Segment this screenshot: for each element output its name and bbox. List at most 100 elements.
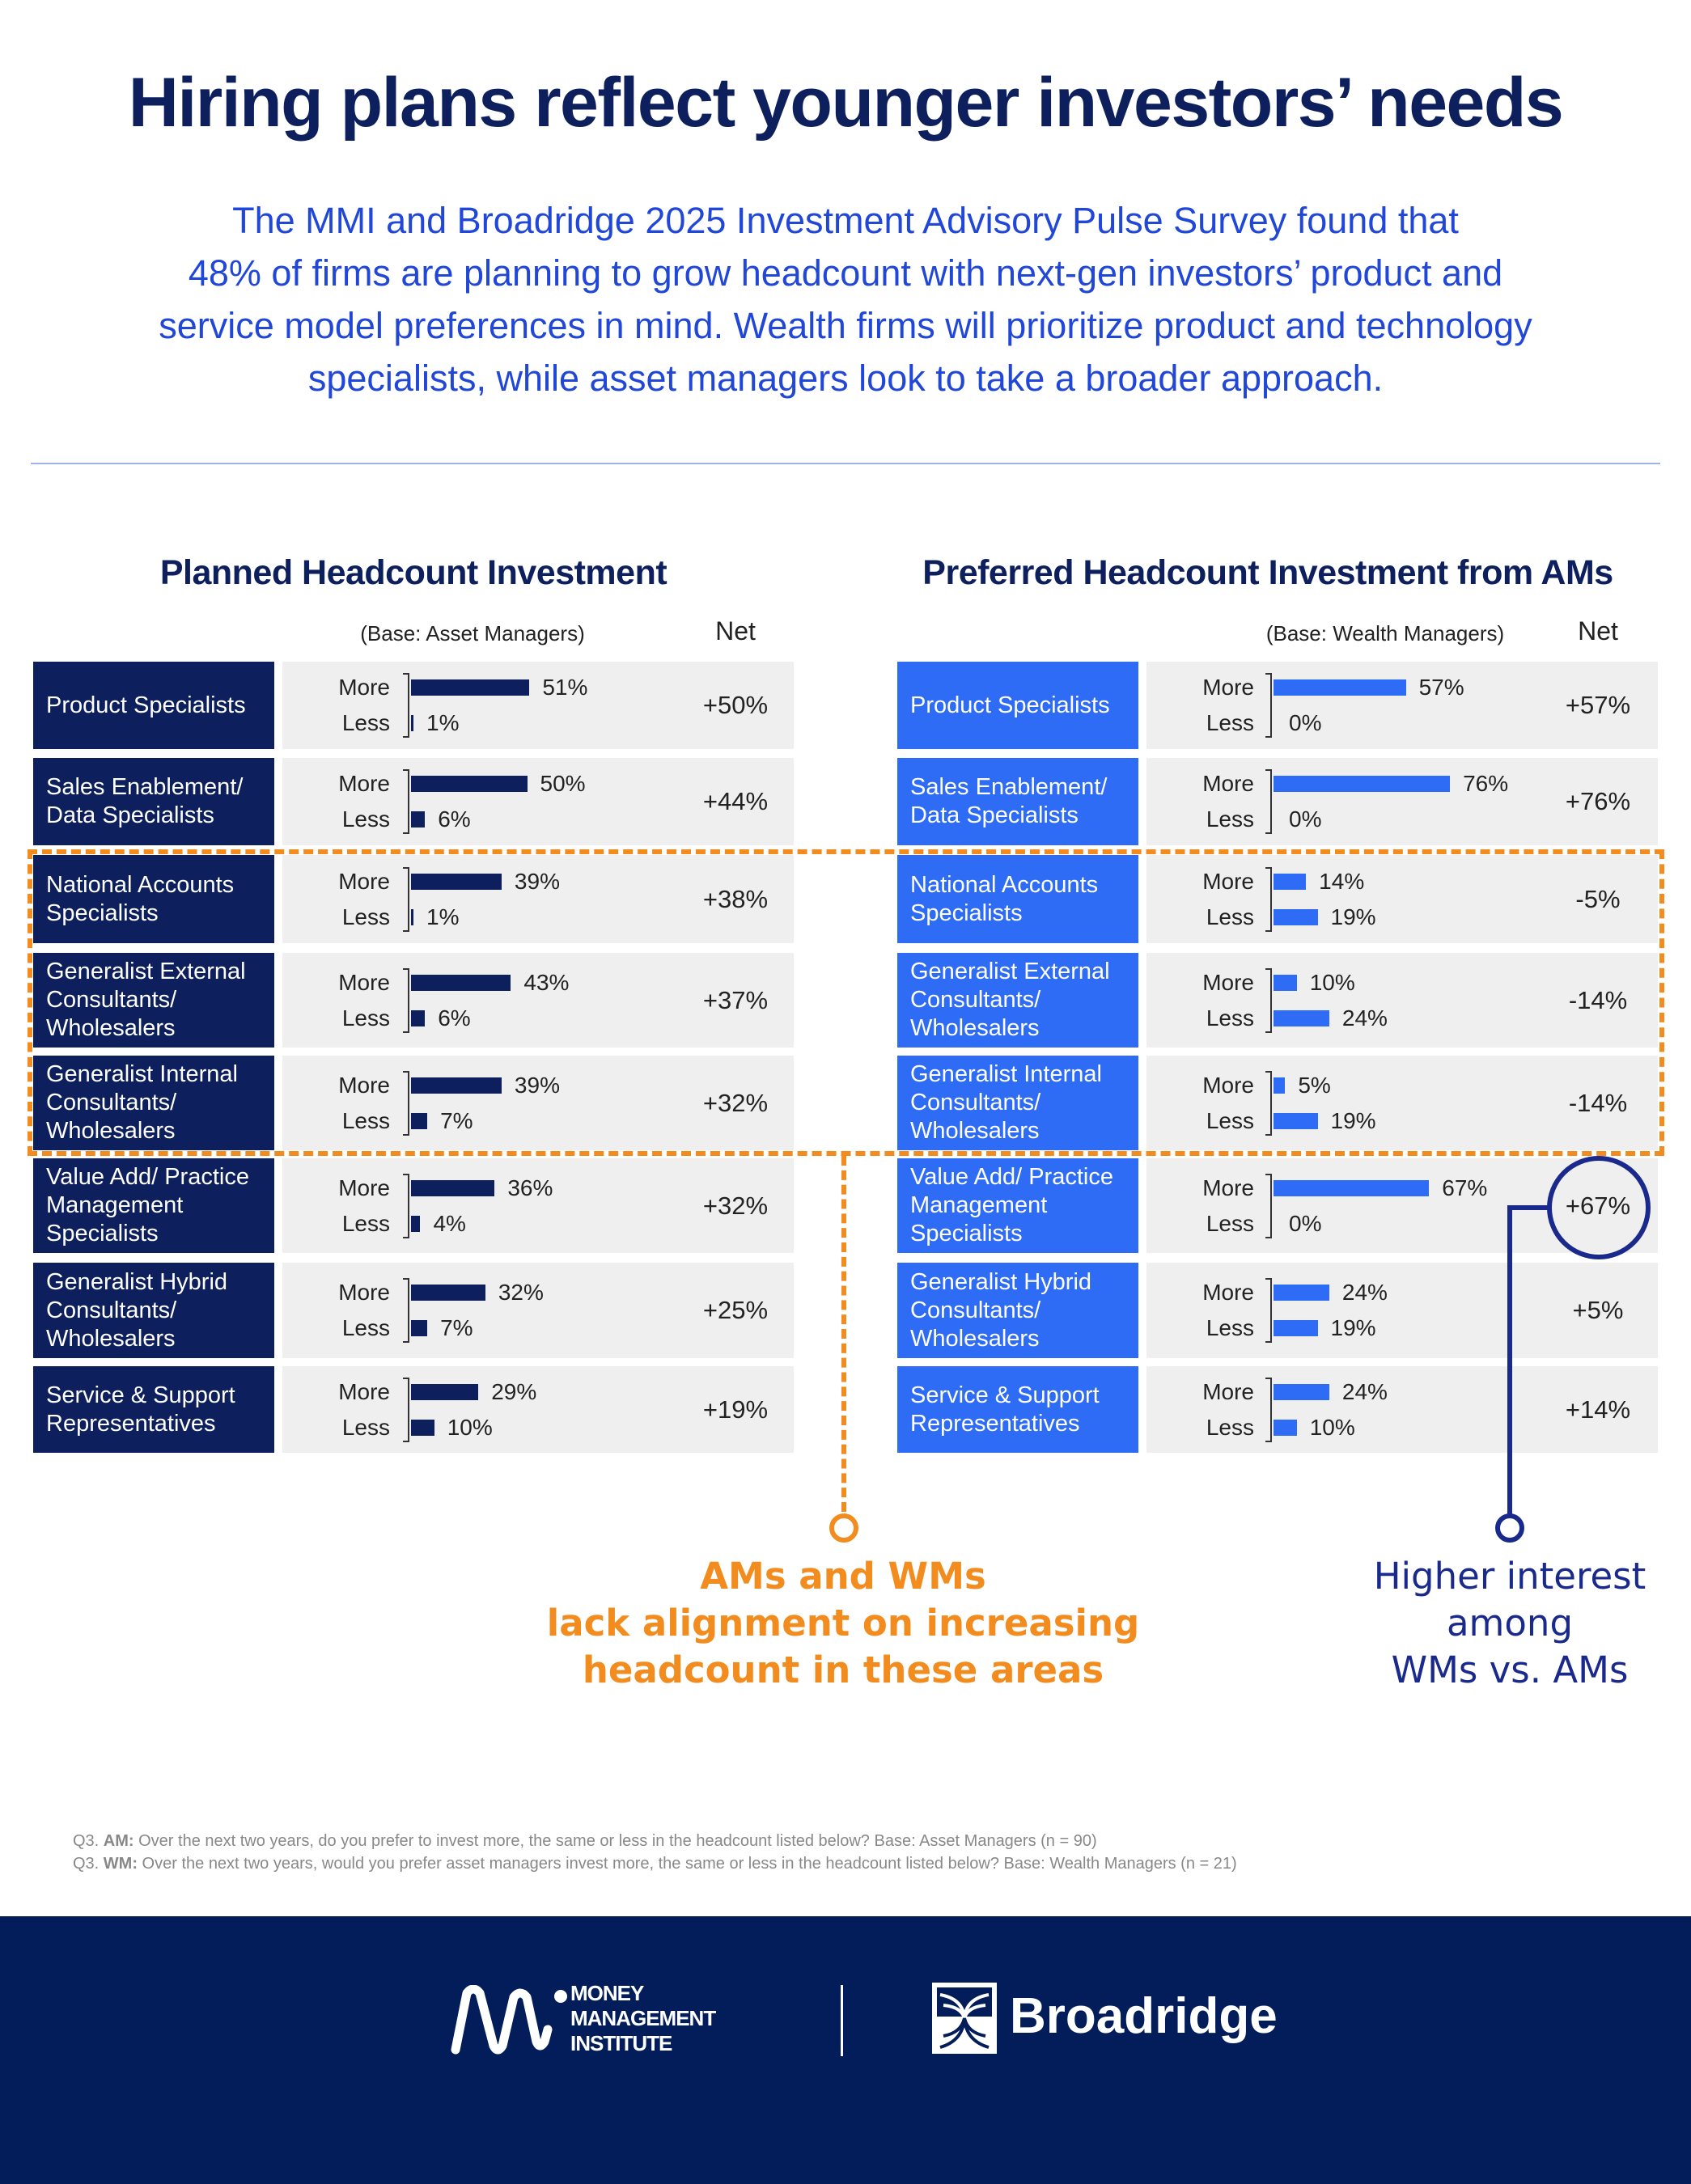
left-net-value: +37% [702,985,769,1014]
left-bracket [403,673,409,738]
left-value-more: 29% [491,1378,537,1404]
left-net-value: +32% [702,1088,769,1117]
left-bar-more [411,1383,479,1400]
right-bracket [1265,967,1272,1033]
left-more-label: More [338,675,390,700]
left-less-label: Less [341,904,390,929]
right-less-label: Less [1206,1414,1254,1440]
left-category-label: Generalist Hybrid Consultants/ Wholesale… [33,1263,274,1358]
left-more-label: More [338,1072,390,1098]
right-value-more: 57% [1418,675,1464,700]
footnote: Q3. AM: Over the next two years, do you … [73,1830,1237,1875]
right-bar-more [1274,974,1297,991]
right-more-label: More [1202,675,1254,700]
right-value-more: 76% [1463,771,1509,796]
left-value-less: 6% [438,1005,471,1031]
page-title: Hiring plans reflect younger investors’ … [128,64,1564,142]
right-category-label: Value Add/ Practice Management Specialis… [897,1158,1138,1253]
left-net-value: +19% [702,1395,769,1424]
left-bracket [403,1070,409,1136]
left-bar-less [411,811,426,827]
left-bar-more [411,1077,502,1094]
right-less-label: Less [1206,806,1254,832]
right-category-label: Service & Support Representatives [897,1366,1138,1453]
right-value-less: 19% [1330,1107,1376,1133]
right-bar-more [1274,873,1307,890]
broadridge-logo-text: Broadridge [1010,1988,1278,2044]
right-net-header: Net [1578,616,1618,645]
footnote-wm-tag: WM: [103,1855,138,1873]
right-category-label: Generalist External Consultants/ Wholesa… [897,953,1138,1048]
left-bracket [403,967,409,1033]
left-bar-less [411,1419,434,1436]
right-bar-more [1274,679,1406,696]
right-value-more: 24% [1341,1378,1388,1404]
left-value-less: 10% [447,1414,493,1440]
left-more-label: More [338,771,390,796]
right-value-less: 0% [1289,710,1322,735]
left-net-value: +38% [702,884,769,913]
left-bar-more [411,1179,495,1196]
mmi-logo-text: MONEY MANAGEMENT INSTITUTE [570,1981,716,2055]
left-less-label: Less [341,1005,390,1031]
right-net-value: -14% [1568,985,1628,1014]
right-value-more: 14% [1319,868,1365,894]
footnote-am-tag: AM: [103,1832,134,1850]
left-bracket [403,1173,409,1238]
left-value-more: 39% [514,1072,560,1098]
footnote-wm-text: Over the next two years, would you prefe… [138,1855,1237,1873]
left-less-label: Less [341,1414,390,1440]
right-bar-more [1274,1077,1286,1094]
left-bar-more [411,1285,485,1301]
left-bar-less [411,1215,421,1232]
right-bar-more [1274,1179,1430,1196]
left-more-label: More [338,1378,390,1404]
right-value-more: 5% [1298,1072,1331,1098]
right-more-label: More [1202,771,1254,796]
left-category-label: Generalist External Consultants/ Wholesa… [33,953,274,1048]
navy-callout: Higher interest among WMs vs. AMs [1373,1555,1646,1691]
left-bracket [403,1278,409,1343]
left-bar-more [411,974,511,991]
right-row-panel [1146,953,1658,1048]
left-bar-less [411,1009,426,1026]
left-category-label: Product Specialists [33,662,274,749]
left-row-panel [282,1158,794,1253]
right-value-less: 19% [1330,904,1376,929]
right-more-label: More [1202,1175,1254,1200]
right-more-label: More [1202,1378,1254,1404]
right-more-label: More [1202,969,1254,995]
left-value-less: 7% [440,1315,473,1340]
left-value-less: 1% [426,710,460,735]
right-net-value: -14% [1568,1088,1628,1117]
footer: MONEY MANAGEMENT INSTITUTE Broadridge [0,1916,1691,2184]
right-value-less: 10% [1309,1414,1355,1440]
left-category-label: Value Add/ Practice Management Specialis… [33,1158,274,1253]
right-net-value: +57% [1565,691,1631,719]
right-bracket [1265,866,1272,932]
right-net-value: +14% [1565,1395,1631,1424]
left-category-label: National Accounts Specialists [33,855,274,943]
right-less-label: Less [1206,1107,1254,1133]
right-bracket [1265,673,1272,738]
right-value-more: 67% [1442,1175,1488,1200]
right-more-label: More [1202,1072,1254,1098]
left-net-header: Net [715,616,756,645]
right-less-label: Less [1206,710,1254,735]
left-net-value: +50% [702,691,769,719]
left-bracket [403,1377,409,1442]
left-net-value: +32% [702,1191,769,1220]
right-category-label: National Accounts Specialists [897,855,1138,943]
left-row-panel [282,662,794,749]
right-bracket [1265,769,1272,834]
left-bar-more [411,776,528,792]
orange-connector-line [841,1156,846,1512]
right-value-less: 19% [1330,1315,1376,1340]
highlight-circle [1547,1156,1651,1259]
left-value-less: 4% [433,1210,466,1236]
left-value-more: 43% [523,969,570,995]
right-value-more: 24% [1341,1280,1388,1305]
left-bar-less [411,1112,428,1129]
left-net-value: +44% [702,787,769,815]
footnote-am-text: Over the next two years, do you prefer t… [134,1832,1097,1850]
